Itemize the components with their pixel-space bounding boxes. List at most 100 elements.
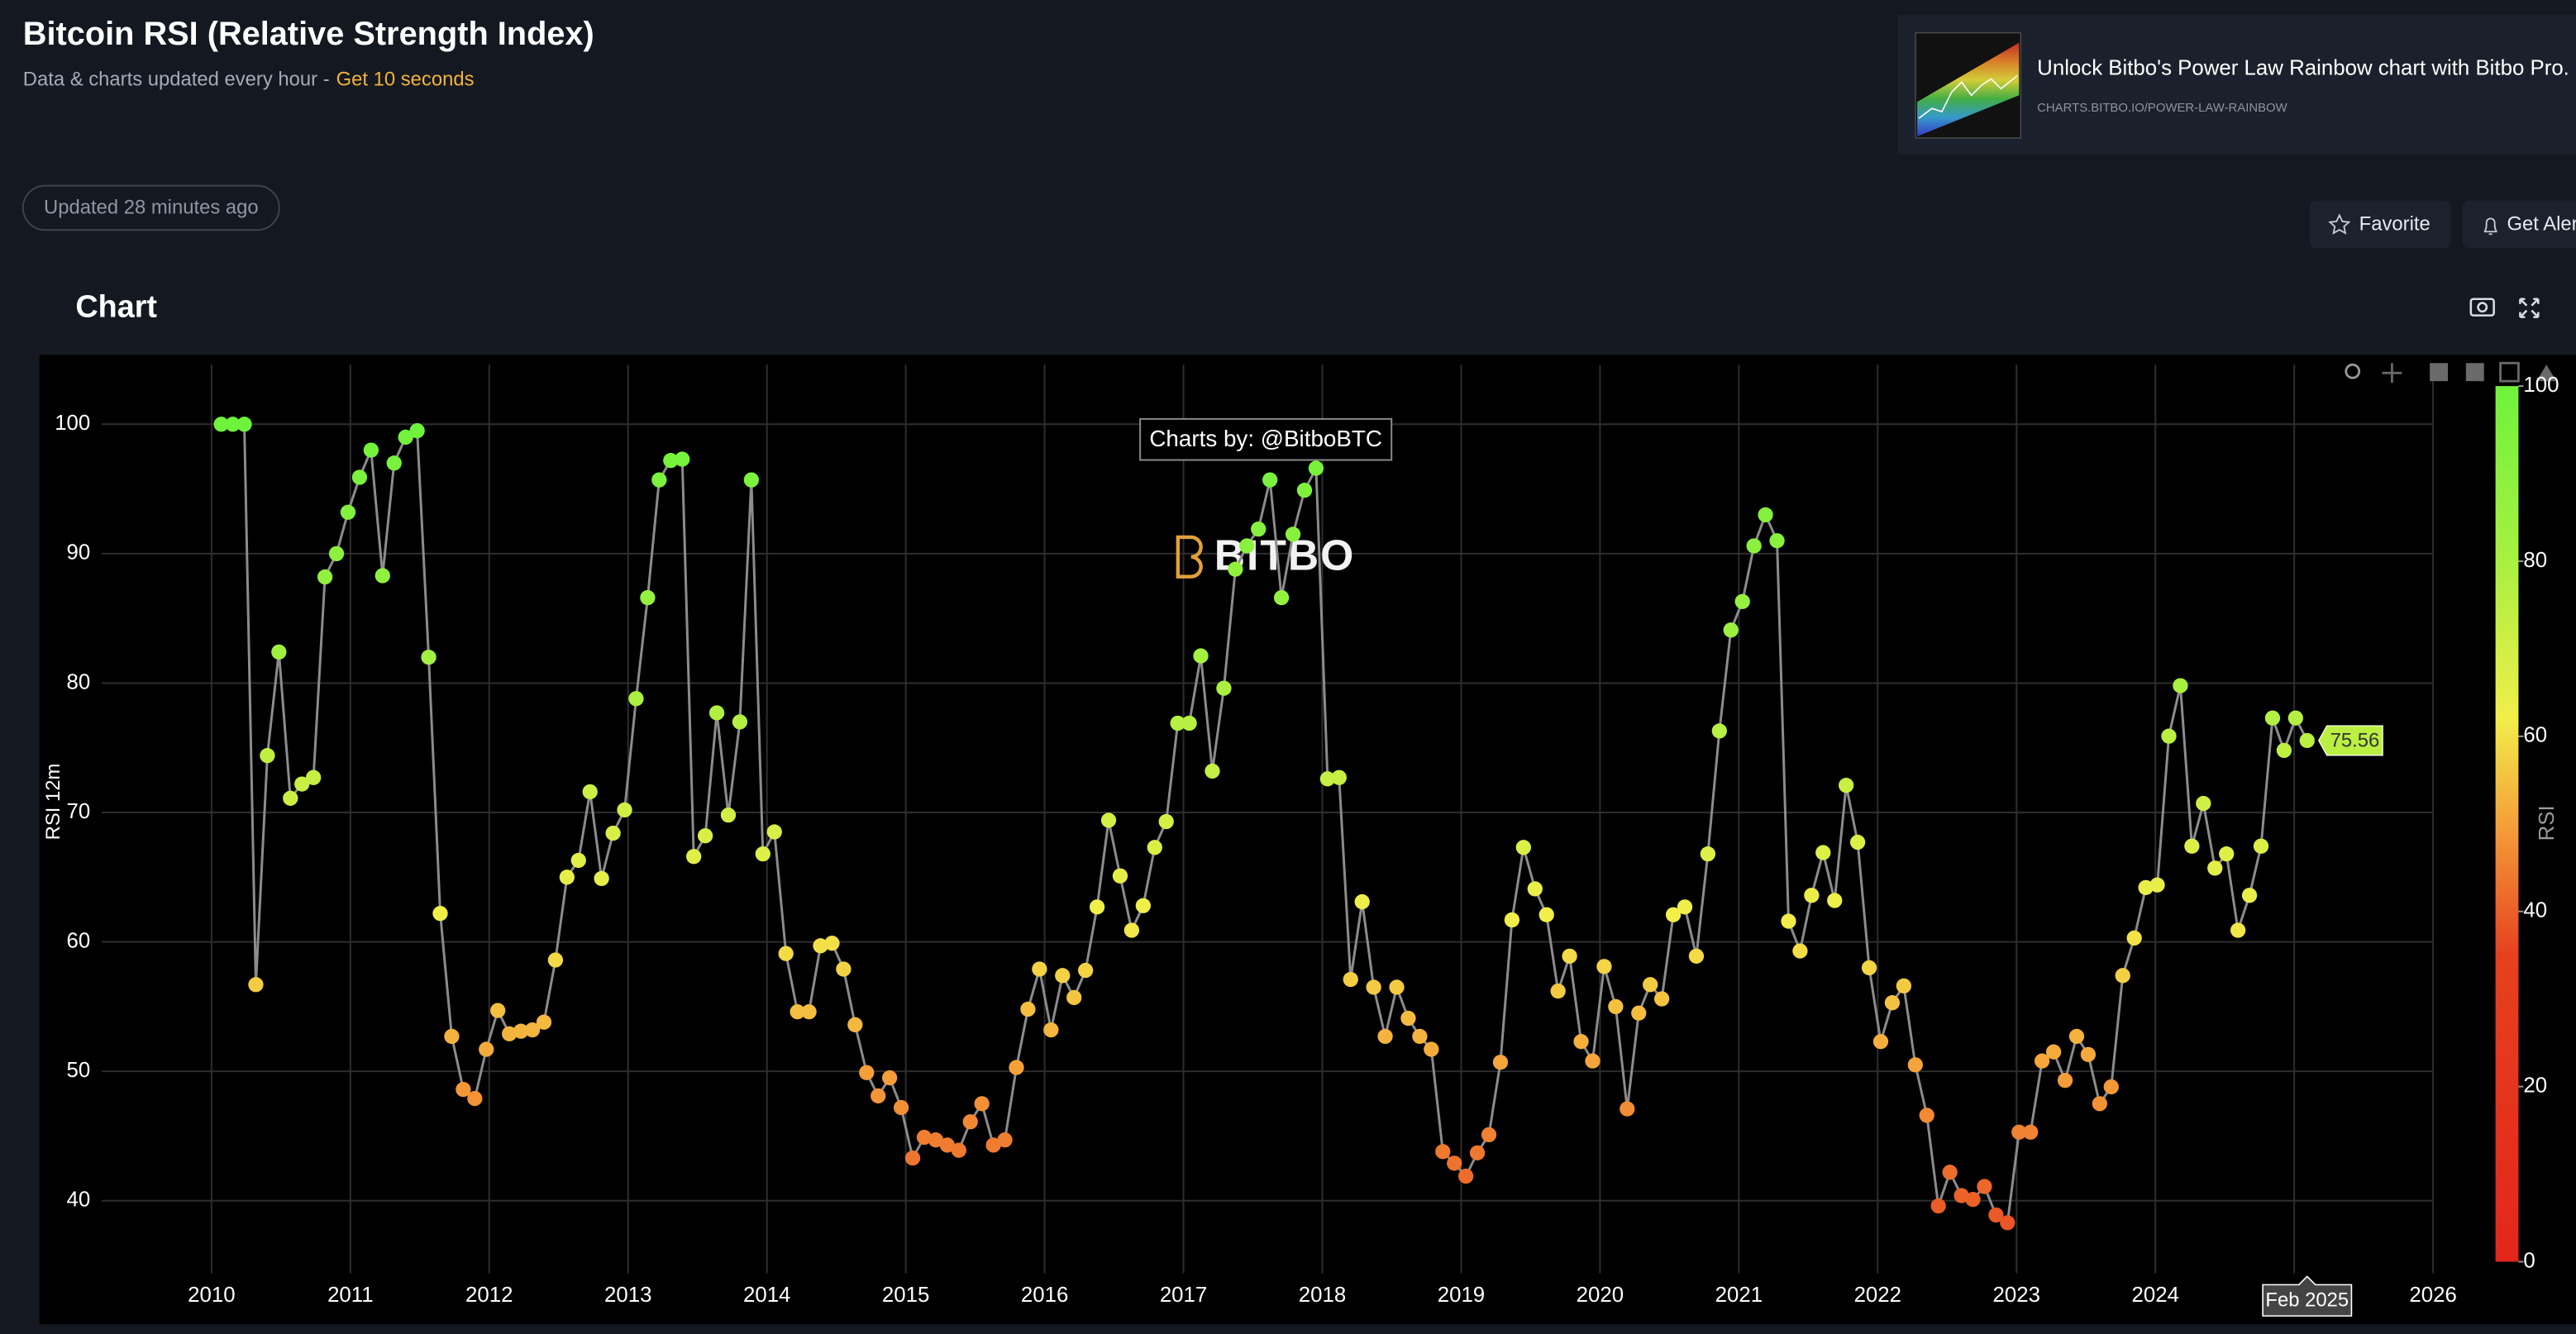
x-tick-label: 2026 — [2409, 1284, 2456, 1307]
rsi-point — [432, 906, 448, 922]
rsi-point — [2196, 795, 2211, 812]
x-tick-label: 2021 — [1715, 1284, 1763, 1307]
x-tick-label: 2014 — [743, 1284, 790, 1307]
rsi-point — [1596, 959, 1612, 974]
rsi-point — [824, 936, 840, 951]
rsi-point — [1424, 1041, 1439, 1057]
favorite-button[interactable]: Favorite — [2310, 200, 2451, 249]
rsi-point — [1550, 983, 1566, 999]
rsi-point — [1849, 834, 1866, 850]
rsi-point — [836, 961, 852, 977]
rsi-point — [1631, 1005, 1647, 1021]
rsi-point — [1100, 812, 1117, 828]
rsi-point — [1504, 912, 1520, 928]
rsi-point — [2023, 1124, 2039, 1140]
rsi-point — [651, 472, 667, 488]
rsi-point — [1089, 899, 1105, 915]
ad-thumb-bands — [1917, 42, 2020, 136]
rsi-point — [294, 776, 310, 792]
rsi-point — [1123, 922, 1140, 938]
pan-icon[interactable] — [2382, 363, 2402, 384]
rsi-point — [1492, 1055, 1509, 1070]
x-tick-label: 2024 — [2131, 1284, 2178, 1307]
expand-icon[interactable] — [2519, 298, 2540, 318]
rsi-point — [2219, 846, 2235, 862]
zoom-icon[interactable] — [2345, 363, 2361, 379]
x-tick-label: 2010 — [188, 1284, 235, 1307]
rsi-point — [801, 1004, 817, 1020]
colorbar-tick-label: 100 — [2523, 374, 2559, 397]
autoscale-icon[interactable] — [2499, 361, 2520, 383]
rsi-point — [1930, 1198, 1946, 1214]
rsi-point — [1009, 1060, 1024, 1075]
rsi-point — [2276, 742, 2292, 759]
rsi-point — [1988, 1207, 2004, 1223]
rsi-point — [1758, 507, 1773, 523]
star-icon — [2328, 213, 2351, 235]
rsi-point — [1377, 1028, 1393, 1045]
hover-x-label: Feb 2025 — [2265, 1289, 2349, 1312]
rsi-point — [1112, 868, 1128, 884]
rsi-point — [582, 784, 598, 800]
rsi-point — [2149, 877, 2165, 893]
rsi-point — [2068, 1028, 2085, 1045]
x-tick-label: 2011 — [327, 1284, 374, 1307]
rsi-point — [1620, 1101, 1635, 1117]
rsi-point — [2264, 710, 2281, 726]
zoom-out-icon[interactable] — [2465, 363, 2484, 382]
rsi-point — [789, 1004, 805, 1020]
rsi-point — [479, 1041, 494, 1057]
rsi-point — [1608, 998, 1624, 1015]
zoom-in-icon[interactable] — [2430, 363, 2448, 382]
rsi-point — [2035, 1053, 2050, 1069]
camera-icon[interactable] — [2469, 298, 2495, 317]
rsi-point — [1319, 771, 1336, 787]
rsi-point — [1400, 1010, 1416, 1027]
rsi-point — [951, 1142, 966, 1158]
colorbar-tick-label: 80 — [2523, 549, 2547, 572]
colorbar-tick-label: 60 — [2523, 724, 2547, 747]
status-text: Updated 28 minutes ago — [44, 197, 259, 219]
subtitle-link[interactable]: Get 10 seconds — [336, 69, 475, 91]
rsi-point — [1527, 881, 1543, 897]
rsi-point — [1066, 989, 1082, 1006]
rsi-point — [536, 1014, 552, 1030]
reset-icon[interactable] — [2536, 364, 2557, 382]
rsi-point — [628, 691, 644, 707]
rsi-point — [1078, 962, 1094, 979]
rsi-point — [236, 417, 252, 432]
rsi-point — [490, 1003, 506, 1018]
rsi-point — [743, 472, 760, 488]
panel-title: Chart — [75, 290, 157, 325]
rsi-point — [225, 417, 241, 432]
ad-card[interactable]: Unlock Bitbo's Power Law Rainbow chart w… — [1897, 14, 2576, 155]
rsi-point — [882, 1070, 898, 1086]
rsi-point — [1193, 648, 1209, 664]
rsi-point — [1643, 977, 1658, 993]
rsi-point — [2138, 879, 2154, 895]
x-tick-label: 2017 — [1160, 1284, 1207, 1307]
rsi-point — [1020, 1001, 1036, 1017]
y-tick-label: 90 — [67, 541, 91, 565]
rsi-point — [1285, 526, 1301, 542]
camera-lens — [2477, 302, 2488, 313]
x-tick-label: 2019 — [1438, 1284, 1485, 1307]
rsi-point — [570, 852, 586, 869]
x-tick-label: 2022 — [1854, 1284, 1901, 1307]
rsi-point — [1653, 991, 1670, 1007]
rsi-point — [2173, 678, 2188, 693]
y-tick-label: 80 — [67, 670, 91, 693]
rsi-point — [444, 1028, 460, 1045]
rsi-point — [1781, 913, 1796, 929]
rsi-point — [1481, 1127, 1497, 1143]
rsi-point — [1919, 1108, 1934, 1123]
rsi-point — [675, 451, 690, 467]
x-tick-label: 2015 — [882, 1284, 929, 1307]
rsi-point — [1262, 472, 1278, 488]
rsi-point — [1700, 846, 1716, 862]
rsi-point — [1769, 533, 1785, 549]
rsi-point — [997, 1132, 1013, 1148]
alerts-button[interactable]: Get Alerts — [2462, 200, 2576, 249]
rsi-point — [421, 649, 436, 665]
rsi-point — [1216, 680, 1232, 696]
